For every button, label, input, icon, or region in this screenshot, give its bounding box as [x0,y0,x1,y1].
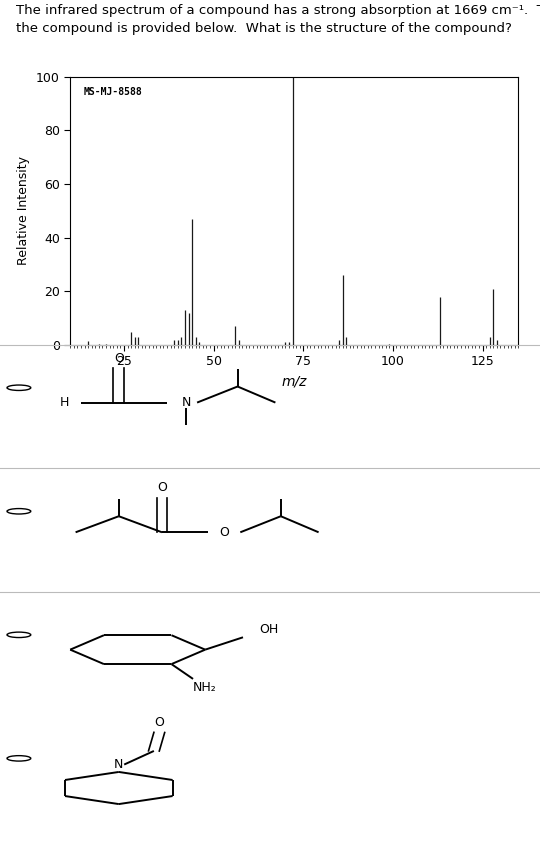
Text: O: O [219,526,229,538]
Y-axis label: Relative Intensity: Relative Intensity [17,157,30,265]
X-axis label: m/z: m/z [282,374,307,388]
Text: O: O [154,716,164,729]
Text: N: N [181,396,191,409]
Text: N: N [114,758,124,771]
Text: OH: OH [259,624,279,636]
Text: H: H [60,396,70,409]
Text: MS-MJ-8588: MS-MJ-8588 [84,88,143,97]
Text: The infrared spectrum of a compound has a strong absorption at 1669 cm⁻¹.  The m: The infrared spectrum of a compound has … [16,4,540,35]
Text: O: O [114,352,124,365]
Text: NH₂: NH₂ [193,681,217,694]
Text: O: O [157,481,167,494]
